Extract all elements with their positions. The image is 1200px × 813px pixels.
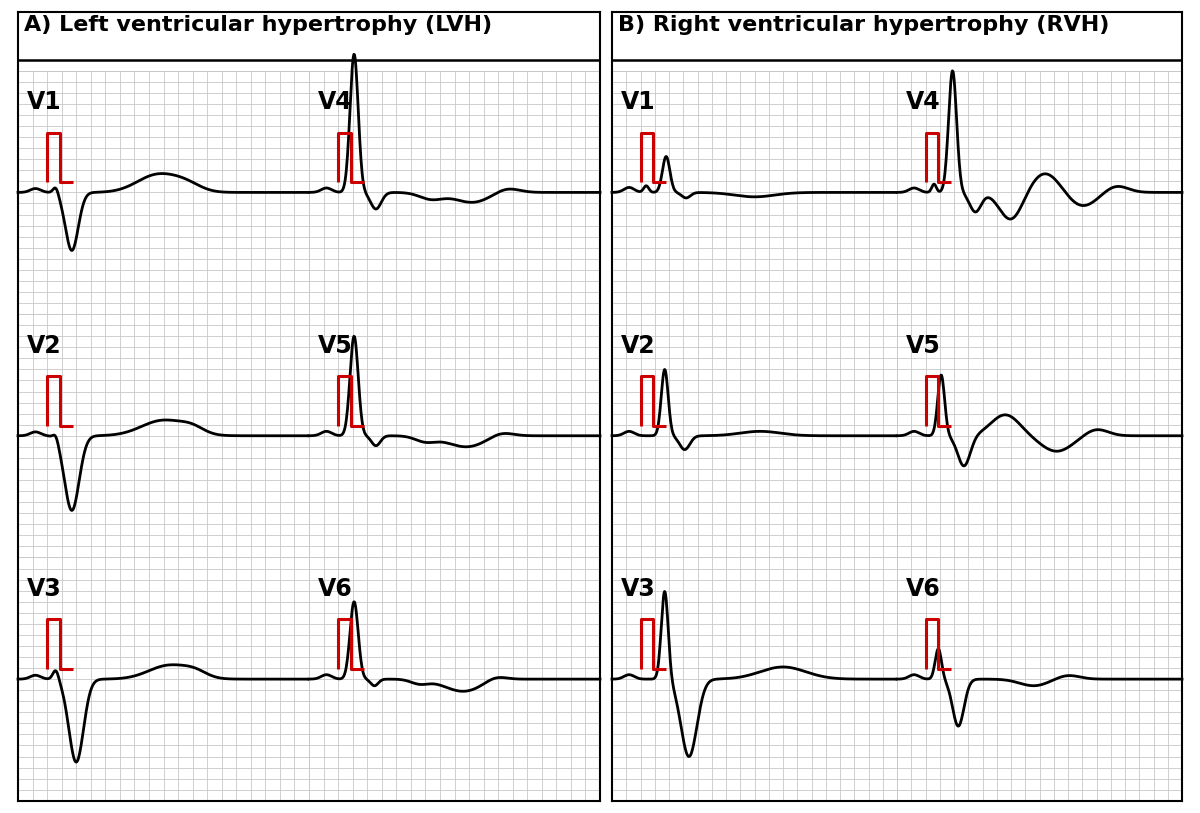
Text: V2: V2 xyxy=(26,333,61,358)
Text: A) Left ventricular hypertrophy (LVH): A) Left ventricular hypertrophy (LVH) xyxy=(24,15,492,35)
Text: V6: V6 xyxy=(318,577,353,601)
Text: V5: V5 xyxy=(906,333,941,358)
Text: V4: V4 xyxy=(906,90,940,114)
Text: V6: V6 xyxy=(906,577,941,601)
Text: B) Right ventricular hypertrophy (RVH): B) Right ventricular hypertrophy (RVH) xyxy=(618,15,1109,35)
Text: V1: V1 xyxy=(26,90,61,114)
Text: V3: V3 xyxy=(26,577,61,601)
Text: V1: V1 xyxy=(620,90,655,114)
Text: V4: V4 xyxy=(318,90,353,114)
Text: V2: V2 xyxy=(620,333,655,358)
Text: V3: V3 xyxy=(620,577,655,601)
Text: V5: V5 xyxy=(318,333,353,358)
